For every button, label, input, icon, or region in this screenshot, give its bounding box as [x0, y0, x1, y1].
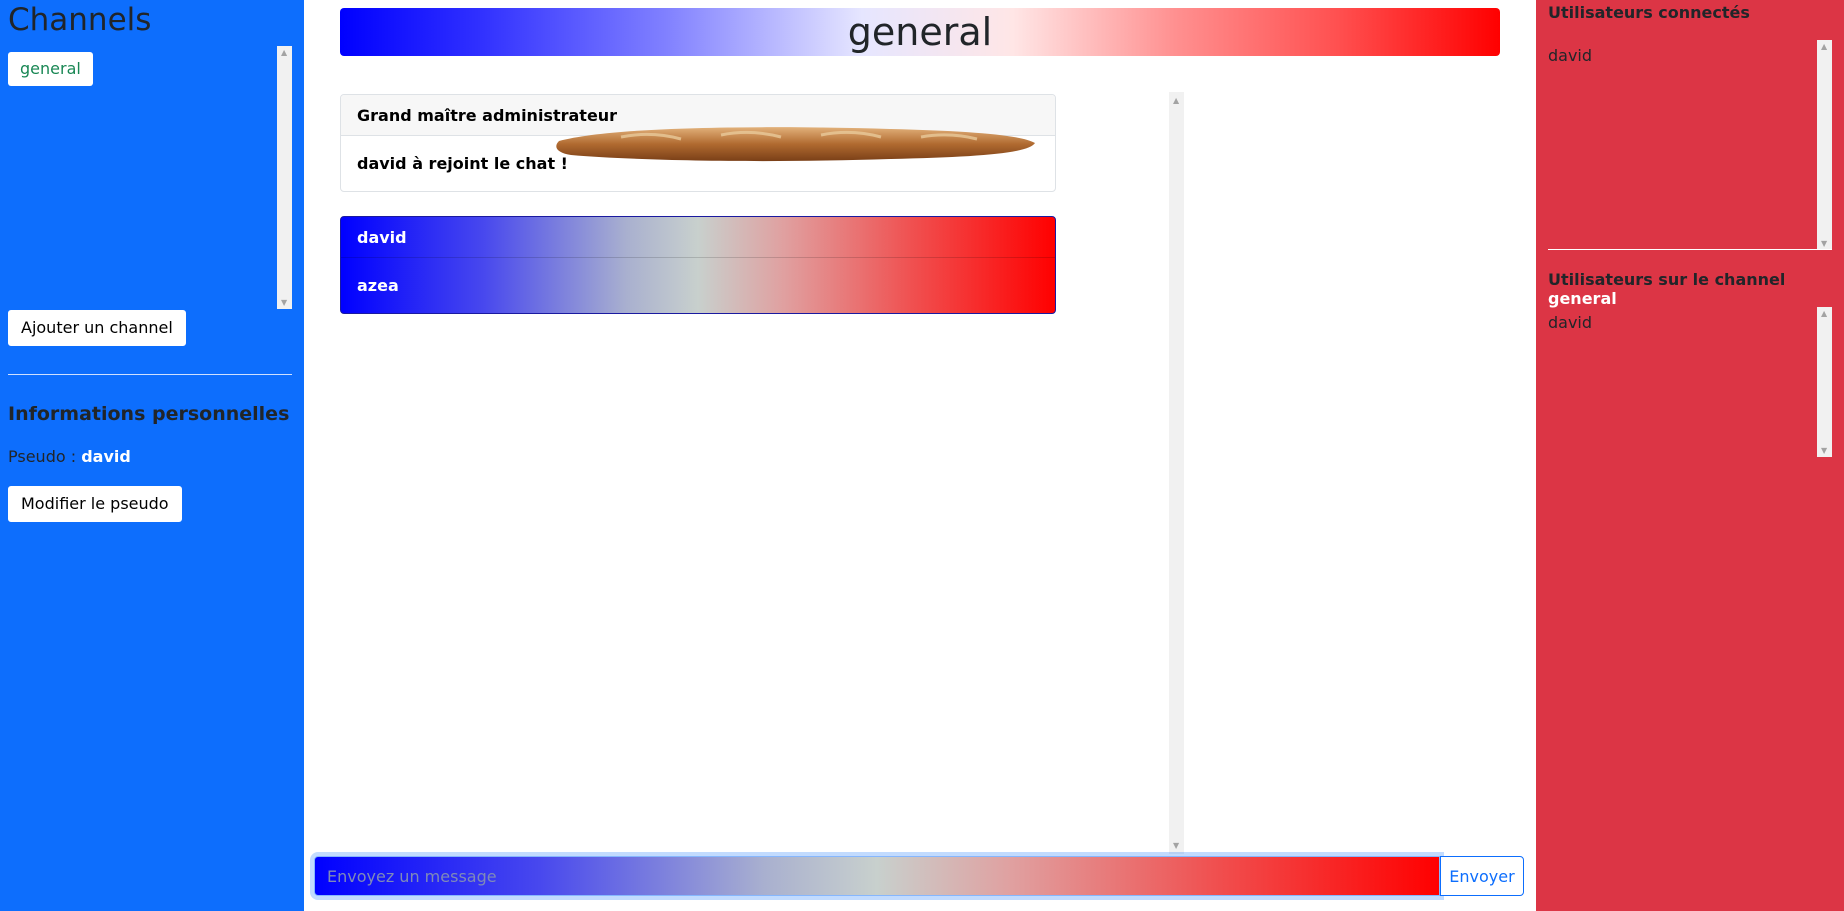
message-input[interactable]	[314, 856, 1440, 896]
scroll-down-icon[interactable]: ▼	[1821, 239, 1828, 248]
channels-title: Channels	[8, 2, 152, 38]
channel-users-list[interactable]: david ▲ ▼	[1548, 307, 1832, 457]
connected-users-list[interactable]: david ▲ ▼	[1548, 40, 1832, 250]
scroll-up-icon[interactable]: ▲	[281, 48, 288, 57]
connected-users-title: Utilisateurs connectés	[1548, 3, 1750, 22]
channel-list[interactable]: general ▲ ▼	[8, 46, 292, 309]
list-item: david	[1548, 313, 1593, 332]
channel-users-title: Utilisateurs sur le channel general	[1548, 270, 1844, 308]
scroll-down-icon[interactable]: ▼	[1821, 446, 1828, 455]
message-text: david à rejoint le chat !	[357, 154, 568, 173]
message-composer: Envoyer	[314, 856, 1524, 896]
message-text: azea	[357, 276, 399, 295]
channel-list-scrollbar[interactable]: ▲ ▼	[277, 46, 292, 309]
users-sidebar: Utilisateurs connectés david ▲ ▼ Utilisa…	[1536, 0, 1844, 911]
channel-users-scrollbar[interactable]: ▲ ▼	[1817, 307, 1832, 457]
scroll-down-icon[interactable]: ▼	[281, 298, 288, 307]
channels-sidebar: Channels general ▲ ▼ Ajouter un channel …	[0, 0, 304, 911]
scroll-up-icon[interactable]: ▲	[1821, 42, 1828, 51]
baguette-image	[556, 127, 1035, 162]
list-item: david	[1548, 46, 1593, 65]
pseudo-display: Pseudo : david	[8, 447, 131, 466]
connected-users-scrollbar[interactable]: ▲ ▼	[1817, 40, 1832, 250]
scroll-up-icon[interactable]: ▲	[1821, 309, 1828, 318]
edit-pseudo-button[interactable]: Modifier le pseudo	[8, 486, 182, 522]
personal-info-title: Informations personnelles	[8, 403, 290, 425]
message-card: Grand maître administrateur david à rejo…	[340, 94, 1056, 192]
send-button[interactable]: Envoyer	[1440, 856, 1524, 896]
scroll-down-icon[interactable]: ▼	[1173, 841, 1180, 850]
message-card: david azea	[340, 216, 1056, 314]
pseudo-value: david	[81, 447, 131, 466]
channel-users-title-text: Utilisateurs sur le channel	[1548, 270, 1786, 289]
sidebar-divider	[8, 374, 292, 375]
channel-users-channel: general	[1548, 289, 1617, 308]
scroll-up-icon[interactable]: ▲	[1173, 96, 1180, 105]
channel-item-general[interactable]: general	[8, 52, 93, 86]
message-list-scrollbar[interactable]: ▲ ▼	[1169, 92, 1184, 854]
channel-title: general	[340, 8, 1500, 56]
users-divider	[1548, 249, 1832, 250]
add-channel-button[interactable]: Ajouter un channel	[8, 310, 186, 346]
pseudo-label: Pseudo :	[8, 447, 77, 466]
message-author: david	[341, 217, 1055, 258]
message-list: Grand maître administrateur david à rejo…	[340, 94, 1506, 854]
